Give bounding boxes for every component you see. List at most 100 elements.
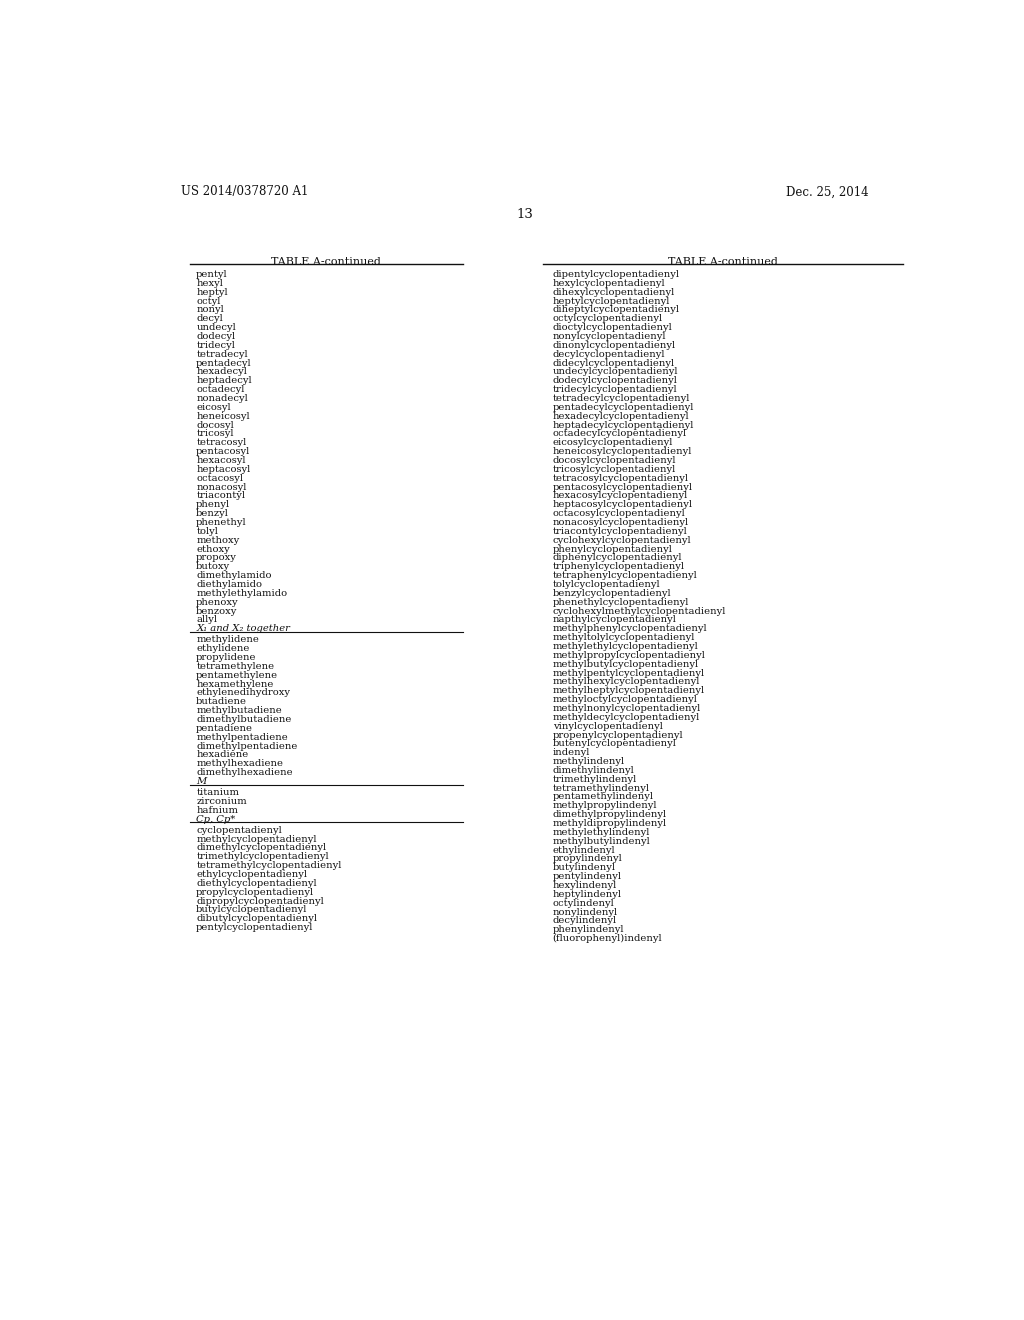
- Text: tetraphenylcyclopentadienyl: tetraphenylcyclopentadienyl: [553, 572, 697, 579]
- Text: pentacosylcyclopentadienyl: pentacosylcyclopentadienyl: [553, 483, 692, 491]
- Text: hafnium: hafnium: [197, 805, 239, 814]
- Text: methylidene: methylidene: [197, 635, 259, 644]
- Text: methylpropylcyclopentadienyl: methylpropylcyclopentadienyl: [553, 651, 706, 660]
- Text: heneicosylcyclopentadienyl: heneicosylcyclopentadienyl: [553, 447, 692, 457]
- Text: dibutylcyclopentadienyl: dibutylcyclopentadienyl: [197, 915, 317, 923]
- Text: methyldipropylindenyl: methyldipropylindenyl: [553, 818, 667, 828]
- Text: dimethylpentadiene: dimethylpentadiene: [197, 742, 298, 751]
- Text: tetramethylcyclopentadienyl: tetramethylcyclopentadienyl: [197, 861, 342, 870]
- Text: pentamethylene: pentamethylene: [197, 671, 279, 680]
- Text: TABLE A-continued: TABLE A-continued: [669, 257, 778, 267]
- Text: titanium: titanium: [197, 788, 240, 797]
- Text: methylcyclopentadienyl: methylcyclopentadienyl: [197, 834, 316, 843]
- Text: pentacosyl: pentacosyl: [197, 447, 251, 457]
- Text: pentylcyclopentadienyl: pentylcyclopentadienyl: [197, 923, 313, 932]
- Text: ethoxy: ethoxy: [197, 545, 230, 553]
- Text: diethylcyclopentadienyl: diethylcyclopentadienyl: [197, 879, 316, 888]
- Text: vinylcyclopentadienyl: vinylcyclopentadienyl: [553, 722, 663, 731]
- Text: diphenylcyclopentadienyl: diphenylcyclopentadienyl: [553, 553, 682, 562]
- Text: pentamethylindenyl: pentamethylindenyl: [553, 792, 653, 801]
- Text: heneicosyl: heneicosyl: [197, 412, 250, 421]
- Text: pentadecylcyclopentadienyl: pentadecylcyclopentadienyl: [553, 403, 694, 412]
- Text: triphenylcyclopentadienyl: triphenylcyclopentadienyl: [553, 562, 685, 572]
- Text: phenyl: phenyl: [197, 500, 230, 510]
- Text: octacosylcyclopentadienyl: octacosylcyclopentadienyl: [553, 510, 685, 519]
- Text: methylheptylcyclopentadienyl: methylheptylcyclopentadienyl: [553, 686, 705, 696]
- Text: triacontyl: triacontyl: [197, 491, 245, 500]
- Text: hexadiene: hexadiene: [197, 751, 249, 759]
- Text: dimethylamido: dimethylamido: [197, 572, 271, 579]
- Text: 13: 13: [516, 209, 534, 222]
- Text: nonylcyclopentadienyl: nonylcyclopentadienyl: [553, 333, 667, 341]
- Text: cyclohexylmethylcyclopentadienyl: cyclohexylmethylcyclopentadienyl: [553, 607, 726, 615]
- Text: decylcyclopentadienyl: decylcyclopentadienyl: [553, 350, 666, 359]
- Text: dimethylindenyl: dimethylindenyl: [553, 766, 635, 775]
- Text: trimethylindenyl: trimethylindenyl: [553, 775, 637, 784]
- Text: Dec. 25, 2014: Dec. 25, 2014: [786, 185, 869, 198]
- Text: phenylindenyl: phenylindenyl: [553, 925, 625, 935]
- Text: undecylcyclopentadienyl: undecylcyclopentadienyl: [553, 367, 678, 376]
- Text: hexadecyl: hexadecyl: [197, 367, 247, 376]
- Text: ethylindenyl: ethylindenyl: [553, 846, 615, 854]
- Text: hexacosyl: hexacosyl: [197, 455, 246, 465]
- Text: nonacosylcyclopentadienyl: nonacosylcyclopentadienyl: [553, 517, 689, 527]
- Text: heptadecylcyclopentadienyl: heptadecylcyclopentadienyl: [553, 421, 694, 429]
- Text: tricosyl: tricosyl: [197, 429, 233, 438]
- Text: methyloctylcyclopentadienyl: methyloctylcyclopentadienyl: [553, 696, 697, 704]
- Text: undecyl: undecyl: [197, 323, 236, 333]
- Text: zirconium: zirconium: [197, 797, 247, 807]
- Text: dimethylcyclopentadienyl: dimethylcyclopentadienyl: [197, 843, 327, 853]
- Text: methylnonylcyclopentadienyl: methylnonylcyclopentadienyl: [553, 704, 701, 713]
- Text: ethylcyclopentadienyl: ethylcyclopentadienyl: [197, 870, 307, 879]
- Text: methylbutylcyclopentadienyl: methylbutylcyclopentadienyl: [553, 660, 698, 669]
- Text: octadecylcyclopentadienyl: octadecylcyclopentadienyl: [553, 429, 687, 438]
- Text: cyclopentadienyl: cyclopentadienyl: [197, 826, 282, 834]
- Text: methylhexadiene: methylhexadiene: [197, 759, 284, 768]
- Text: hexylcyclopentadienyl: hexylcyclopentadienyl: [553, 279, 666, 288]
- Text: methylindenyl: methylindenyl: [553, 758, 625, 766]
- Text: tetracosyl: tetracosyl: [197, 438, 247, 447]
- Text: methoxy: methoxy: [197, 536, 240, 545]
- Text: (fluorophenyl)indenyl: (fluorophenyl)indenyl: [553, 935, 663, 944]
- Text: Cp, Cp*: Cp, Cp*: [197, 814, 236, 824]
- Text: pentadecyl: pentadecyl: [197, 359, 252, 367]
- Text: methylbutadiene: methylbutadiene: [197, 706, 282, 715]
- Text: dimethylbutadiene: dimethylbutadiene: [197, 715, 292, 723]
- Text: methyldecylcyclopentadienyl: methyldecylcyclopentadienyl: [553, 713, 700, 722]
- Text: hexyl: hexyl: [197, 279, 223, 288]
- Text: tolylcyclopentadienyl: tolylcyclopentadienyl: [553, 579, 660, 589]
- Text: propenylcyclopentadienyl: propenylcyclopentadienyl: [553, 730, 683, 739]
- Text: tetradecyl: tetradecyl: [197, 350, 248, 359]
- Text: heptylindenyl: heptylindenyl: [553, 890, 622, 899]
- Text: phenoxy: phenoxy: [197, 598, 239, 607]
- Text: octylindenyl: octylindenyl: [553, 899, 614, 908]
- Text: M: M: [197, 777, 207, 785]
- Text: nonylindenyl: nonylindenyl: [553, 908, 617, 916]
- Text: benzyl: benzyl: [197, 510, 229, 519]
- Text: ethylidene: ethylidene: [197, 644, 250, 653]
- Text: indenyl: indenyl: [553, 748, 590, 758]
- Text: allyl: allyl: [197, 615, 217, 624]
- Text: heptylcyclopentadienyl: heptylcyclopentadienyl: [553, 297, 670, 306]
- Text: methyltolylcyclopentadienyl: methyltolylcyclopentadienyl: [553, 634, 695, 642]
- Text: nonyl: nonyl: [197, 305, 224, 314]
- Text: decyl: decyl: [197, 314, 223, 323]
- Text: pentadiene: pentadiene: [197, 723, 253, 733]
- Text: decylindenyl: decylindenyl: [553, 916, 616, 925]
- Text: butoxy: butoxy: [197, 562, 230, 572]
- Text: diethylamido: diethylamido: [197, 579, 262, 589]
- Text: docosyl: docosyl: [197, 421, 233, 429]
- Text: napthylcyclopentadienyl: napthylcyclopentadienyl: [553, 615, 677, 624]
- Text: propylidene: propylidene: [197, 653, 257, 663]
- Text: methylethylindenyl: methylethylindenyl: [553, 828, 650, 837]
- Text: methylpropylindenyl: methylpropylindenyl: [553, 801, 657, 810]
- Text: trimethylcyclopentadienyl: trimethylcyclopentadienyl: [197, 853, 329, 861]
- Text: nonadecyl: nonadecyl: [197, 395, 248, 403]
- Text: methylphenylcyclopentadienyl: methylphenylcyclopentadienyl: [553, 624, 708, 634]
- Text: octacosyl: octacosyl: [197, 474, 244, 483]
- Text: octadecyl: octadecyl: [197, 385, 245, 395]
- Text: propylindenyl: propylindenyl: [553, 854, 623, 863]
- Text: methylpentadiene: methylpentadiene: [197, 733, 288, 742]
- Text: docosylcyclopentadienyl: docosylcyclopentadienyl: [553, 455, 676, 465]
- Text: hexylindenyl: hexylindenyl: [553, 880, 616, 890]
